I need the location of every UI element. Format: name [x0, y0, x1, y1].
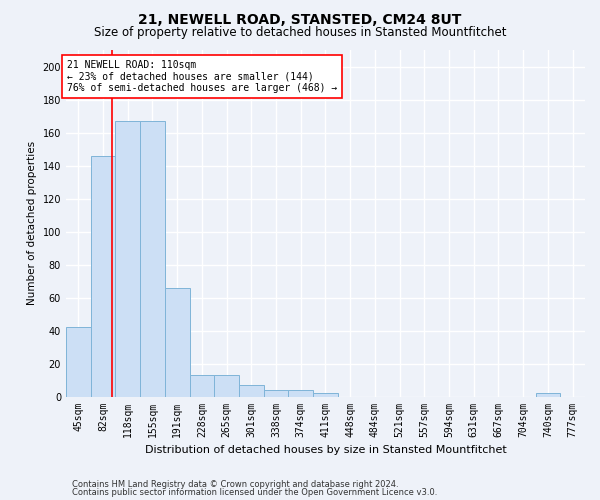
Bar [140, 121, 165, 396]
Bar [165, 288, 190, 397]
Bar [91, 156, 115, 396]
Text: Size of property relative to detached houses in Stansted Mountfitchet: Size of property relative to detached ho… [94, 26, 506, 39]
Y-axis label: Number of detached properties: Number of detached properties [27, 141, 37, 306]
Bar [214, 375, 239, 396]
X-axis label: Distribution of detached houses by size in Stansted Mountfitchet: Distribution of detached houses by size … [145, 445, 506, 455]
Bar [536, 394, 560, 396]
Text: Contains HM Land Registry data © Crown copyright and database right 2024.: Contains HM Land Registry data © Crown c… [72, 480, 398, 489]
Text: 21 NEWELL ROAD: 110sqm
← 23% of detached houses are smaller (144)
76% of semi-de: 21 NEWELL ROAD: 110sqm ← 23% of detached… [67, 60, 337, 93]
Bar [66, 327, 91, 396]
Bar [239, 385, 263, 396]
Bar [313, 394, 338, 396]
Bar [190, 375, 214, 396]
Bar [263, 390, 289, 396]
Bar [289, 390, 313, 396]
Text: Contains public sector information licensed under the Open Government Licence v3: Contains public sector information licen… [72, 488, 437, 497]
Text: 21, NEWELL ROAD, STANSTED, CM24 8UT: 21, NEWELL ROAD, STANSTED, CM24 8UT [139, 12, 461, 26]
Bar [115, 121, 140, 396]
